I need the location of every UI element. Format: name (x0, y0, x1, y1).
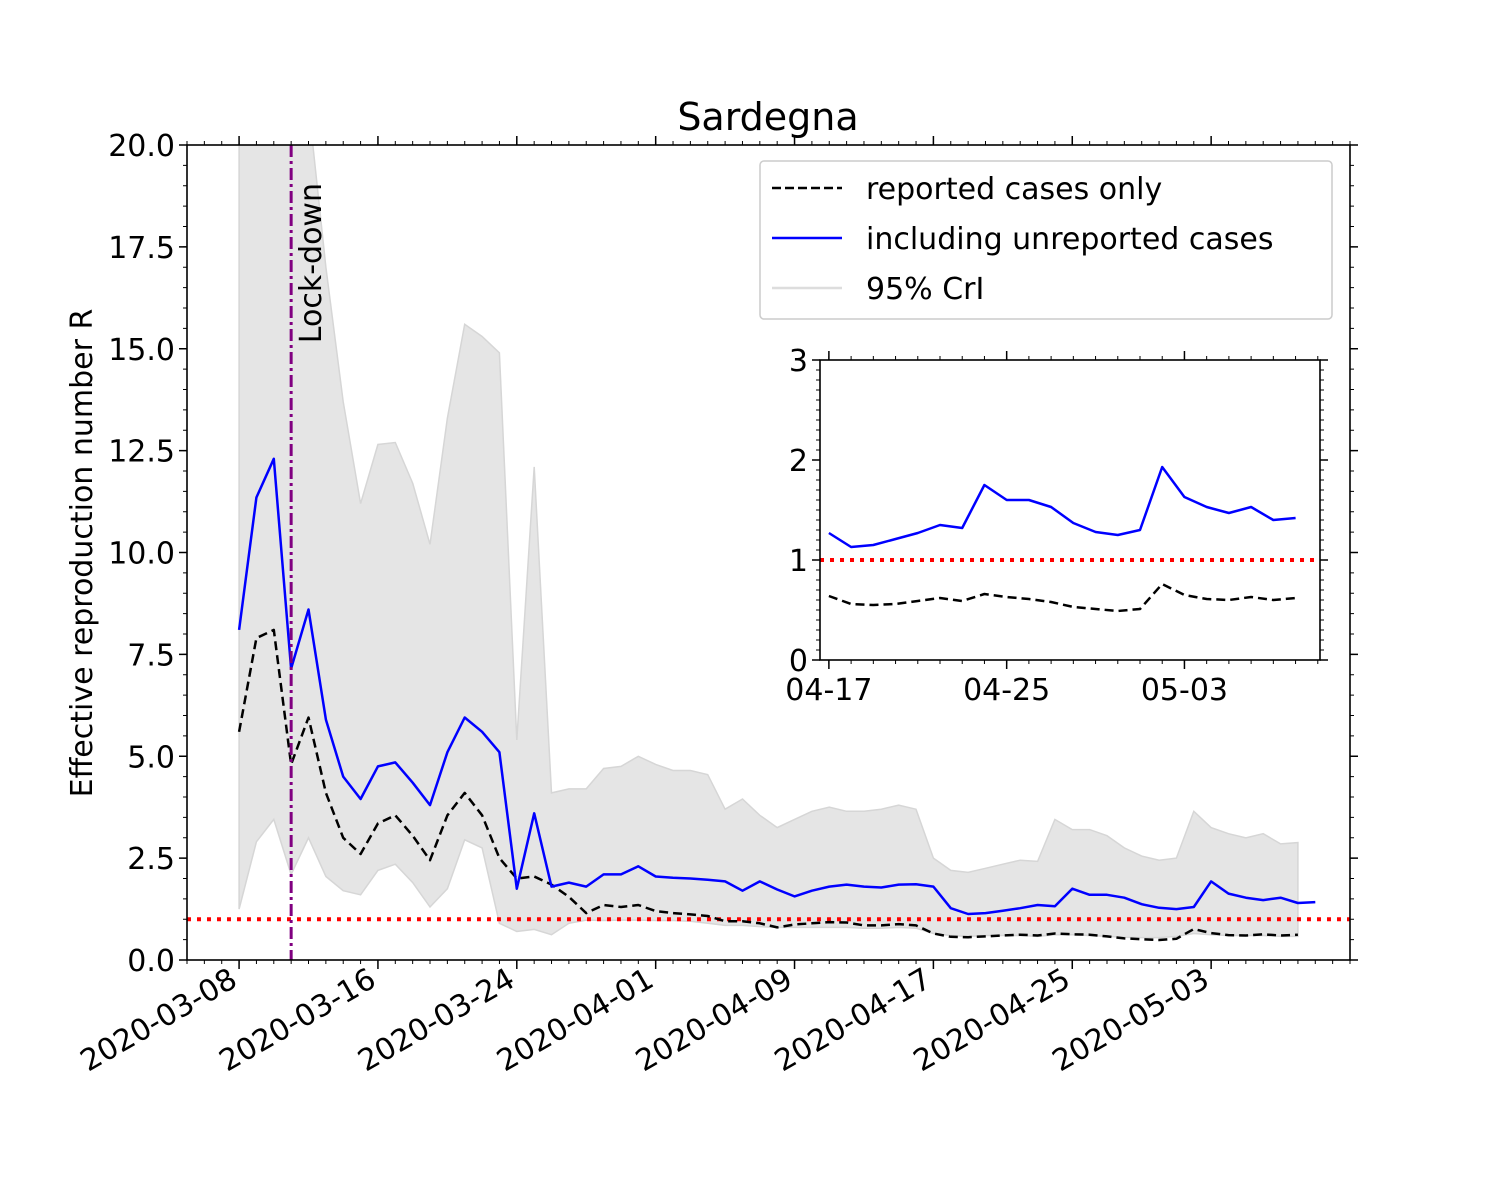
inset-y-tick-label: 1 (789, 544, 808, 579)
lockdown-label: Lock-down (294, 183, 329, 343)
series-reported-line (237, 628, 1298, 942)
x-tick-label: 2020-04-01 (491, 962, 659, 1079)
x-tick-label: 2020-03-24 (352, 962, 520, 1079)
x-tick-label: 2020-04-09 (630, 962, 798, 1079)
series-unreported-line (237, 457, 1316, 916)
inset-y-tick-label: 0 (789, 644, 808, 679)
y-tick-label: 0.0 (127, 944, 175, 979)
x-tick-label: 2020-04-17 (769, 962, 937, 1079)
series-layer (187, 145, 1350, 960)
legend-label-ci: 95% CrI (866, 272, 984, 307)
inset-x-tick-label: 04-25 (963, 673, 1050, 708)
inset-y-tick-label: 3 (789, 344, 808, 379)
legend-box (759, 160, 1333, 320)
y-axis-label: Effective reproduction number R (65, 309, 100, 798)
inset-axes: 0 1 2 3 04-17 04-25 05-03 (785, 344, 1328, 708)
x-tick-label: 2020-05-03 (1047, 962, 1215, 1079)
inset-series-reported-line (828, 582, 1296, 613)
inset-x-tick-label: 05-03 (1141, 673, 1228, 708)
y-tick-label: 2.5 (127, 842, 175, 877)
y-tick-label: 12.5 (108, 435, 175, 470)
inset-x-tick-label: 04-17 (785, 673, 872, 708)
inset-series-layer (820, 360, 1320, 660)
x-tick-label: 2020-04-25 (908, 962, 1076, 1079)
inset-background (820, 360, 1320, 660)
y-tick-label: 10.0 (108, 537, 175, 572)
inset-series-unreported-line (828, 465, 1296, 549)
x-tick-label: 2020-03-16 (213, 962, 381, 1079)
legend-label-unreported: including unreported cases (866, 222, 1273, 257)
y-tick-label: 5.0 (127, 740, 175, 775)
legend: reported cases only including unreported… (759, 160, 1333, 320)
legend-label-reported: reported cases only (866, 172, 1162, 207)
inset-y-tick-label: 2 (789, 444, 808, 479)
y-tick-label: 17.5 (108, 231, 175, 266)
x-tick-label: 2020-03-08 (75, 962, 243, 1079)
y-tick-label: 20.0 (108, 129, 175, 164)
chart-title: Sardegna (677, 95, 858, 139)
y-tick-label: 15.0 (108, 333, 175, 368)
y-tick-label: 7.5 (127, 638, 175, 673)
